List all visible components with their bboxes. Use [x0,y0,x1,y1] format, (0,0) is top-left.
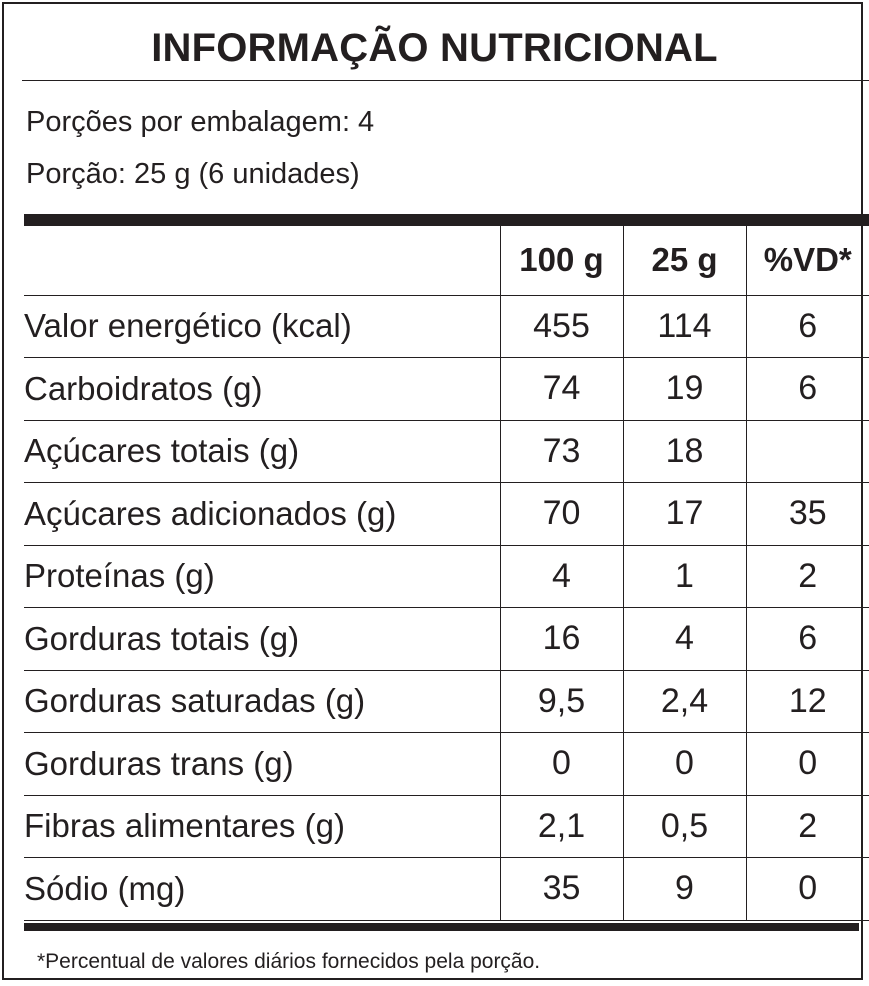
table-row-proteins: Proteínas (g) 4 1 2 [24,545,869,608]
value-daily-percent: 12 [745,670,869,733]
value-daily-percent: 35 [745,482,869,546]
table-row-energy: Valor energético (kcal) 455 114 6 [24,295,869,358]
nutrition-table: 100 g 25 g %VD* Valor energético (kcal) … [24,226,869,921]
value-per-100g: 9,5 [499,670,623,733]
value-per-100g: 4 [499,545,623,608]
value-per-serving: 19 [622,357,746,421]
column-header-per-serving: 25 g [622,226,746,296]
value-per-100g: 73 [499,420,623,483]
value-per-100g: 16 [499,607,623,671]
value-per-serving: 18 [622,420,746,483]
nutrient-name: Sódio (mg) [24,857,500,921]
table-row-total-sugars: Açúcares totais (g) 73 18 [24,420,869,483]
table-row-sodium: Sódio (mg) 35 9 0 [24,857,869,921]
nutrient-name: Açúcares adicionados (g) [24,482,500,546]
value-per-100g: 455 [499,295,623,358]
nutrient-name: Proteínas (g) [24,545,500,608]
value-per-100g: 35 [499,857,623,921]
bottom-thick-divider [24,923,859,931]
value-per-100g: 2,1 [499,795,623,858]
value-daily-percent: 0 [745,857,869,921]
value-per-100g: 0 [499,732,623,796]
table-row-saturated-fat: Gorduras saturadas (g) 9,5 2,4 12 [24,670,869,733]
table-row-trans-fat: Gorduras trans (g) 0 0 0 [24,732,869,796]
value-daily-percent: 2 [745,795,869,858]
table-row-added-sugars: Açúcares adicionados (g) 70 17 35 [24,482,869,546]
table-row-dietary-fiber: Fibras alimentares (g) 2,1 0,5 2 [24,795,869,858]
value-per-serving: 17 [622,482,746,546]
value-per-serving: 2,4 [622,670,746,733]
nutrient-name: Gorduras totais (g) [24,607,500,671]
thick-divider [24,214,869,226]
value-daily-percent: 0 [745,732,869,796]
value-daily-percent: 6 [745,607,869,671]
value-daily-percent: 6 [745,357,869,421]
column-header-per-100g: 100 g [499,226,623,296]
value-per-serving: 0 [622,732,746,796]
label-title: INFORMAÇÃO NUTRICIONAL [151,26,718,70]
value-per-100g: 74 [499,357,623,421]
value-per-100g: 70 [499,482,623,546]
nutrient-name: Gorduras trans (g) [24,732,500,796]
nutrient-name: Fibras alimentares (g) [24,795,500,858]
value-daily-percent: 6 [745,295,869,358]
value-per-serving: 1 [622,545,746,608]
nutrient-name: Valor energético (kcal) [24,295,500,358]
value-per-serving: 0,5 [622,795,746,858]
value-per-serving: 114 [622,295,746,358]
value-per-serving: 9 [622,857,746,921]
nutrient-name: Gorduras saturadas (g) [24,670,500,733]
nutrient-name: Carboidratos (g) [24,357,500,421]
title-divider [22,80,869,81]
table-row-total-fat: Gorduras totais (g) 16 4 6 [24,607,869,671]
value-daily-percent [745,420,869,483]
table-header-row: 100 g 25 g %VD* [24,226,869,296]
nutrient-name: Açúcares totais (g) [24,420,500,483]
footnote: *Percentual de valores diários fornecido… [37,950,541,973]
value-per-serving: 4 [622,607,746,671]
serving-size: Porção: 25 g (6 unidades) [26,158,360,190]
value-daily-percent: 2 [745,545,869,608]
header-blank-cell [24,226,500,296]
table-row-carbohydrates: Carboidratos (g) 74 19 6 [24,357,869,421]
column-header-daily-value: %VD* [745,226,869,296]
servings-per-package: Porções por embalagem: 4 [26,106,375,138]
